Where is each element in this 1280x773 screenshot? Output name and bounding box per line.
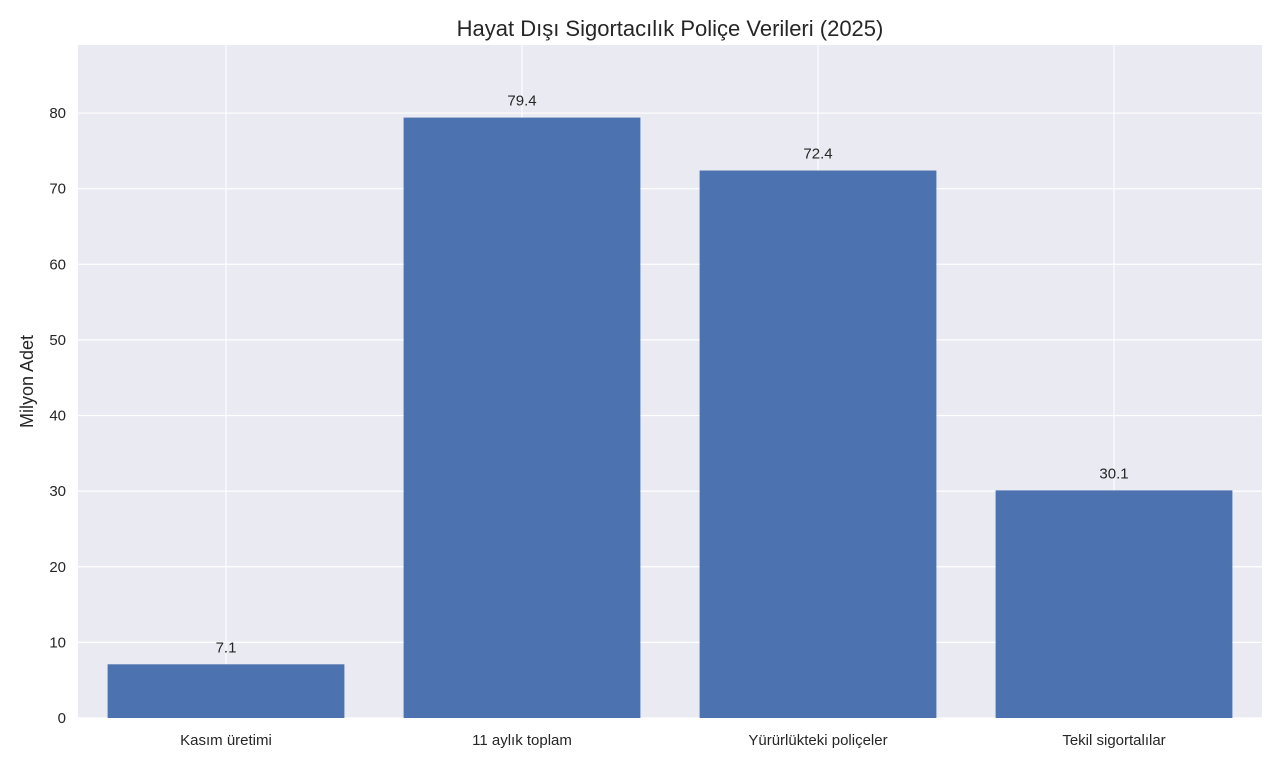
bar-value-label: 79.4 [507,93,536,110]
y-tick-label: 70 [49,181,66,198]
y-axis-label: Milyon Adet [17,335,37,428]
y-tick-label: 80 [49,105,66,122]
bar [403,117,641,718]
chart-title: Hayat Dışı Sigortacılık Poliçe Verileri … [457,16,884,41]
bar-value-label: 72.4 [803,146,832,163]
x-tick-label: Kasım üretimi [180,732,272,749]
y-tick-label: 20 [49,559,66,576]
x-axis-ticks: Kasım üretimi 11 aylık toplam Yürürlükteki… [180,732,1166,749]
bar-value-label: 30.1 [1099,465,1128,482]
x-tick-label: 11 aylık toplam [472,732,572,749]
y-tick-label: 40 [49,408,66,425]
y-tick-label: 50 [49,332,66,349]
bar [699,170,937,718]
bar-value-label: 7.1 [216,639,237,656]
bar-value-labels: 7.1 79.4 72.4 30.1 [216,93,1129,657]
x-tick-label: Tekil sigortalılar [1062,732,1165,749]
y-tick-label: 10 [49,634,66,651]
bar [995,490,1233,718]
bar [107,664,345,718]
y-tick-label: 30 [49,483,66,500]
bars [107,117,1233,718]
y-tick-label: 0 [58,710,66,727]
y-axis-ticks: 0 10 20 30 40 50 60 70 80 [49,105,66,727]
x-tick-label: Yürürlükteki poliçeler [748,732,887,749]
y-tick-label: 60 [49,256,66,273]
